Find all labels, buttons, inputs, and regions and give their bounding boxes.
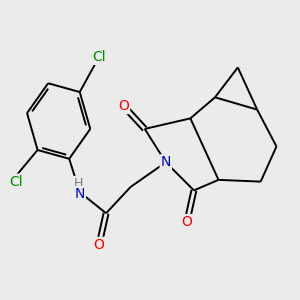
Text: Cl: Cl bbox=[10, 175, 23, 189]
Text: O: O bbox=[118, 99, 129, 113]
Text: O: O bbox=[94, 238, 104, 252]
Text: N: N bbox=[160, 155, 171, 169]
Text: Cl: Cl bbox=[92, 50, 106, 64]
Text: O: O bbox=[182, 215, 192, 229]
Text: H: H bbox=[73, 177, 83, 190]
Text: N: N bbox=[75, 187, 85, 201]
